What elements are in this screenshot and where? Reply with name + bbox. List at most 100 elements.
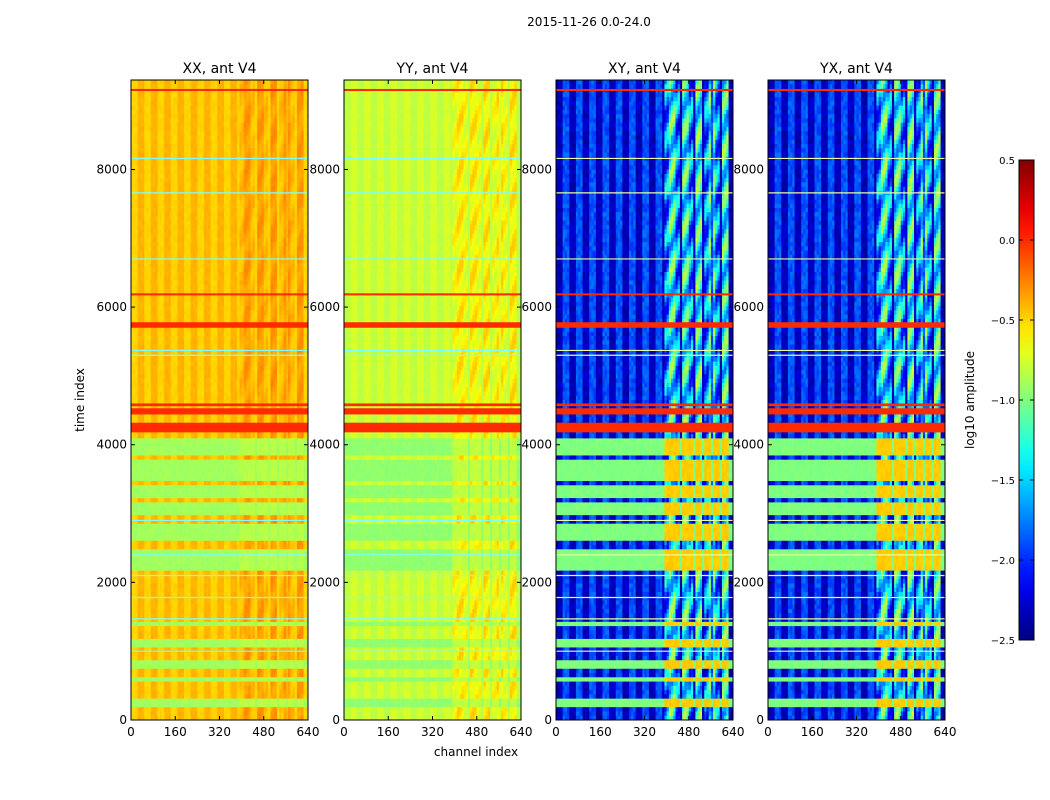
heatmap-cell — [285, 195, 289, 201]
heatmap-cell — [252, 84, 256, 90]
heatmap-cell — [230, 199, 234, 205]
heatmap-cell — [279, 122, 283, 128]
heatmap-cell — [303, 216, 307, 222]
heatmap-cell — [292, 216, 296, 222]
heatmap-cell — [215, 131, 218, 137]
heatmap-cell — [197, 105, 201, 111]
heatmap-cell — [210, 144, 214, 149]
heatmap-cell — [150, 156, 154, 162]
heatmap-cell — [241, 212, 245, 218]
heatmap-cell — [288, 135, 291, 141]
heatmap-cell — [168, 139, 172, 145]
heatmap-cell — [226, 186, 229, 192]
heatmap-cell — [268, 101, 271, 107]
heatmap-cell — [210, 165, 214, 171]
heatmap-cell — [168, 195, 172, 201]
heatmap-cell — [217, 101, 221, 107]
heatmap-cell — [239, 139, 243, 145]
heatmap-cell — [153, 178, 156, 183]
heatmap-cell — [133, 165, 137, 171]
heatmap-cell — [135, 97, 139, 102]
heatmap-cell — [279, 186, 283, 192]
heatmap-cell — [228, 148, 232, 154]
heatmap-cell — [226, 80, 229, 85]
heatmap-cell — [290, 161, 294, 166]
heatmap-cell — [179, 80, 183, 85]
heatmap-cell — [303, 199, 307, 205]
heatmap-cell — [274, 216, 278, 222]
heatmap-cell — [204, 152, 207, 158]
heatmap-cell — [206, 173, 210, 179]
heatmap-cell — [150, 220, 154, 226]
heatmap-cell — [137, 122, 141, 128]
heatmap-cell — [228, 114, 232, 119]
heatmap-cell — [252, 122, 256, 128]
heatmap-cell — [290, 135, 294, 141]
heatmap-cell — [277, 131, 280, 137]
heatmap-cell — [159, 199, 163, 205]
heatmap-cell — [270, 182, 274, 188]
heatmap-cell — [170, 80, 174, 85]
heatmap-cell — [201, 173, 205, 179]
heatmap-cell — [243, 186, 247, 192]
heatmap-cell — [137, 126, 141, 132]
heatmap-cell — [243, 122, 247, 128]
heatmap-cell — [281, 195, 285, 201]
heatmap-cell — [283, 165, 287, 171]
heatmap-cell — [215, 173, 218, 179]
heatmap-cell — [237, 186, 241, 192]
heatmap-cell — [148, 186, 152, 192]
heatmap-cell — [195, 156, 198, 162]
heatmap-cell — [270, 208, 274, 213]
heatmap-cell — [294, 105, 298, 111]
heatmap-cell — [139, 101, 143, 107]
heatmap-cell — [161, 97, 165, 102]
heatmap-cell — [230, 186, 234, 192]
heatmap-cell — [161, 92, 165, 98]
heatmap-cell — [268, 131, 271, 137]
heatmap-cell — [250, 203, 254, 209]
heatmap-cell — [285, 203, 289, 209]
heatmap-cell — [299, 212, 302, 218]
heatmap-cell — [155, 165, 159, 171]
heatmap-cell — [199, 173, 203, 179]
heatmap-cell — [192, 109, 196, 115]
heatmap-cell — [259, 173, 263, 179]
heatmap-cell — [303, 126, 307, 132]
heatmap-cell — [197, 118, 201, 124]
heatmap-cell — [181, 186, 185, 192]
heatmap-cell — [170, 156, 174, 162]
heatmap-cell — [234, 114, 238, 119]
heatmap-cell — [148, 182, 152, 188]
heatmap-cell — [217, 169, 221, 175]
heatmap-cell — [290, 212, 294, 218]
heatmap-cell — [285, 208, 289, 213]
heatmap-cell — [157, 92, 161, 98]
heatmap-cell — [305, 208, 308, 213]
heatmap-cell — [299, 165, 302, 171]
y-axis-label: time index — [73, 368, 87, 432]
heatmap-cell — [223, 105, 227, 111]
heatmap-cell — [153, 173, 156, 179]
heatmap-cell — [283, 212, 287, 218]
heatmap-cell — [257, 186, 260, 192]
heatmap-cell — [274, 80, 278, 85]
heatmap-cell — [164, 195, 167, 201]
heatmap-cell — [270, 126, 274, 132]
heatmap-cell — [277, 105, 280, 111]
heatmap-cell — [133, 161, 137, 166]
heatmap-cell — [192, 105, 196, 111]
heatmap-cell — [234, 109, 238, 115]
heatmap-cell — [168, 144, 172, 149]
heatmap-cell — [241, 97, 245, 102]
heatmap-cell — [153, 109, 156, 115]
heatmap-cell — [212, 131, 216, 137]
heatmap-cell — [146, 84, 150, 90]
heatmap-cell — [215, 105, 218, 111]
heatmap-cell — [257, 182, 260, 188]
heatmap-cell — [294, 199, 298, 205]
heatmap-cell — [175, 144, 179, 149]
heatmap-cell — [257, 216, 260, 222]
heatmap-cell — [257, 195, 260, 201]
heatmap-cell — [184, 208, 187, 213]
